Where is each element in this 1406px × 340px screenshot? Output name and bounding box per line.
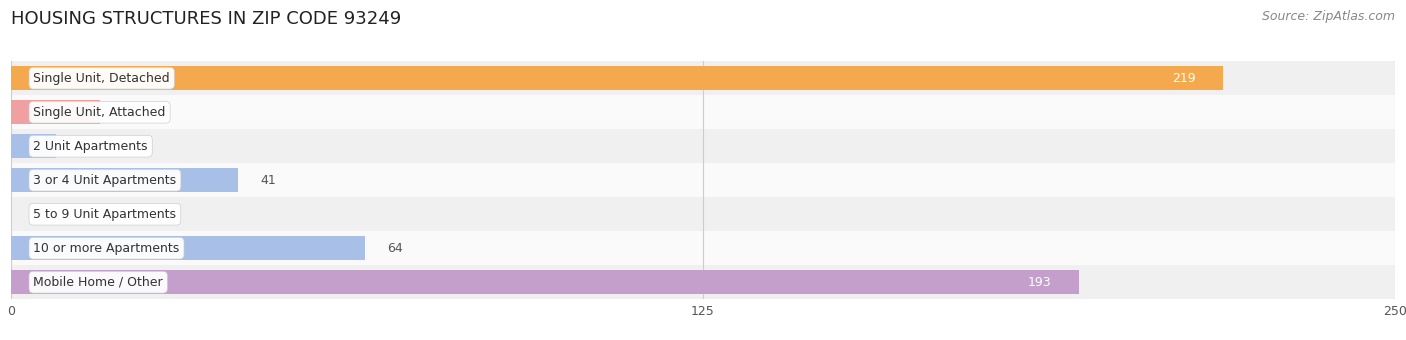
Text: 41: 41 — [260, 174, 276, 187]
Text: Source: ZipAtlas.com: Source: ZipAtlas.com — [1261, 10, 1395, 23]
Text: 64: 64 — [388, 242, 404, 255]
Bar — [11, 95, 1395, 129]
Bar — [11, 231, 1395, 265]
Text: Single Unit, Attached: Single Unit, Attached — [34, 106, 166, 119]
Bar — [11, 61, 1395, 95]
Bar — [11, 129, 1395, 163]
Text: 219: 219 — [1173, 72, 1195, 85]
Bar — [11, 270, 1080, 294]
Text: Mobile Home / Other: Mobile Home / Other — [34, 276, 163, 289]
Text: 8: 8 — [77, 140, 86, 153]
Text: 3 or 4 Unit Apartments: 3 or 4 Unit Apartments — [34, 174, 177, 187]
Text: 193: 193 — [1028, 276, 1052, 289]
Bar — [11, 66, 1223, 90]
Text: 5 to 9 Unit Apartments: 5 to 9 Unit Apartments — [34, 208, 176, 221]
Bar — [11, 197, 1395, 231]
Bar — [11, 163, 1395, 197]
Bar — [11, 134, 55, 158]
Text: Single Unit, Detached: Single Unit, Detached — [34, 72, 170, 85]
Bar — [11, 236, 366, 260]
Bar — [11, 265, 1395, 299]
Text: 2 Unit Apartments: 2 Unit Apartments — [34, 140, 148, 153]
Text: 0: 0 — [34, 208, 41, 221]
Text: HOUSING STRUCTURES IN ZIP CODE 93249: HOUSING STRUCTURES IN ZIP CODE 93249 — [11, 10, 402, 28]
Text: 10 or more Apartments: 10 or more Apartments — [34, 242, 180, 255]
Bar — [11, 100, 100, 124]
Text: 16: 16 — [122, 106, 138, 119]
Bar — [11, 168, 238, 192]
